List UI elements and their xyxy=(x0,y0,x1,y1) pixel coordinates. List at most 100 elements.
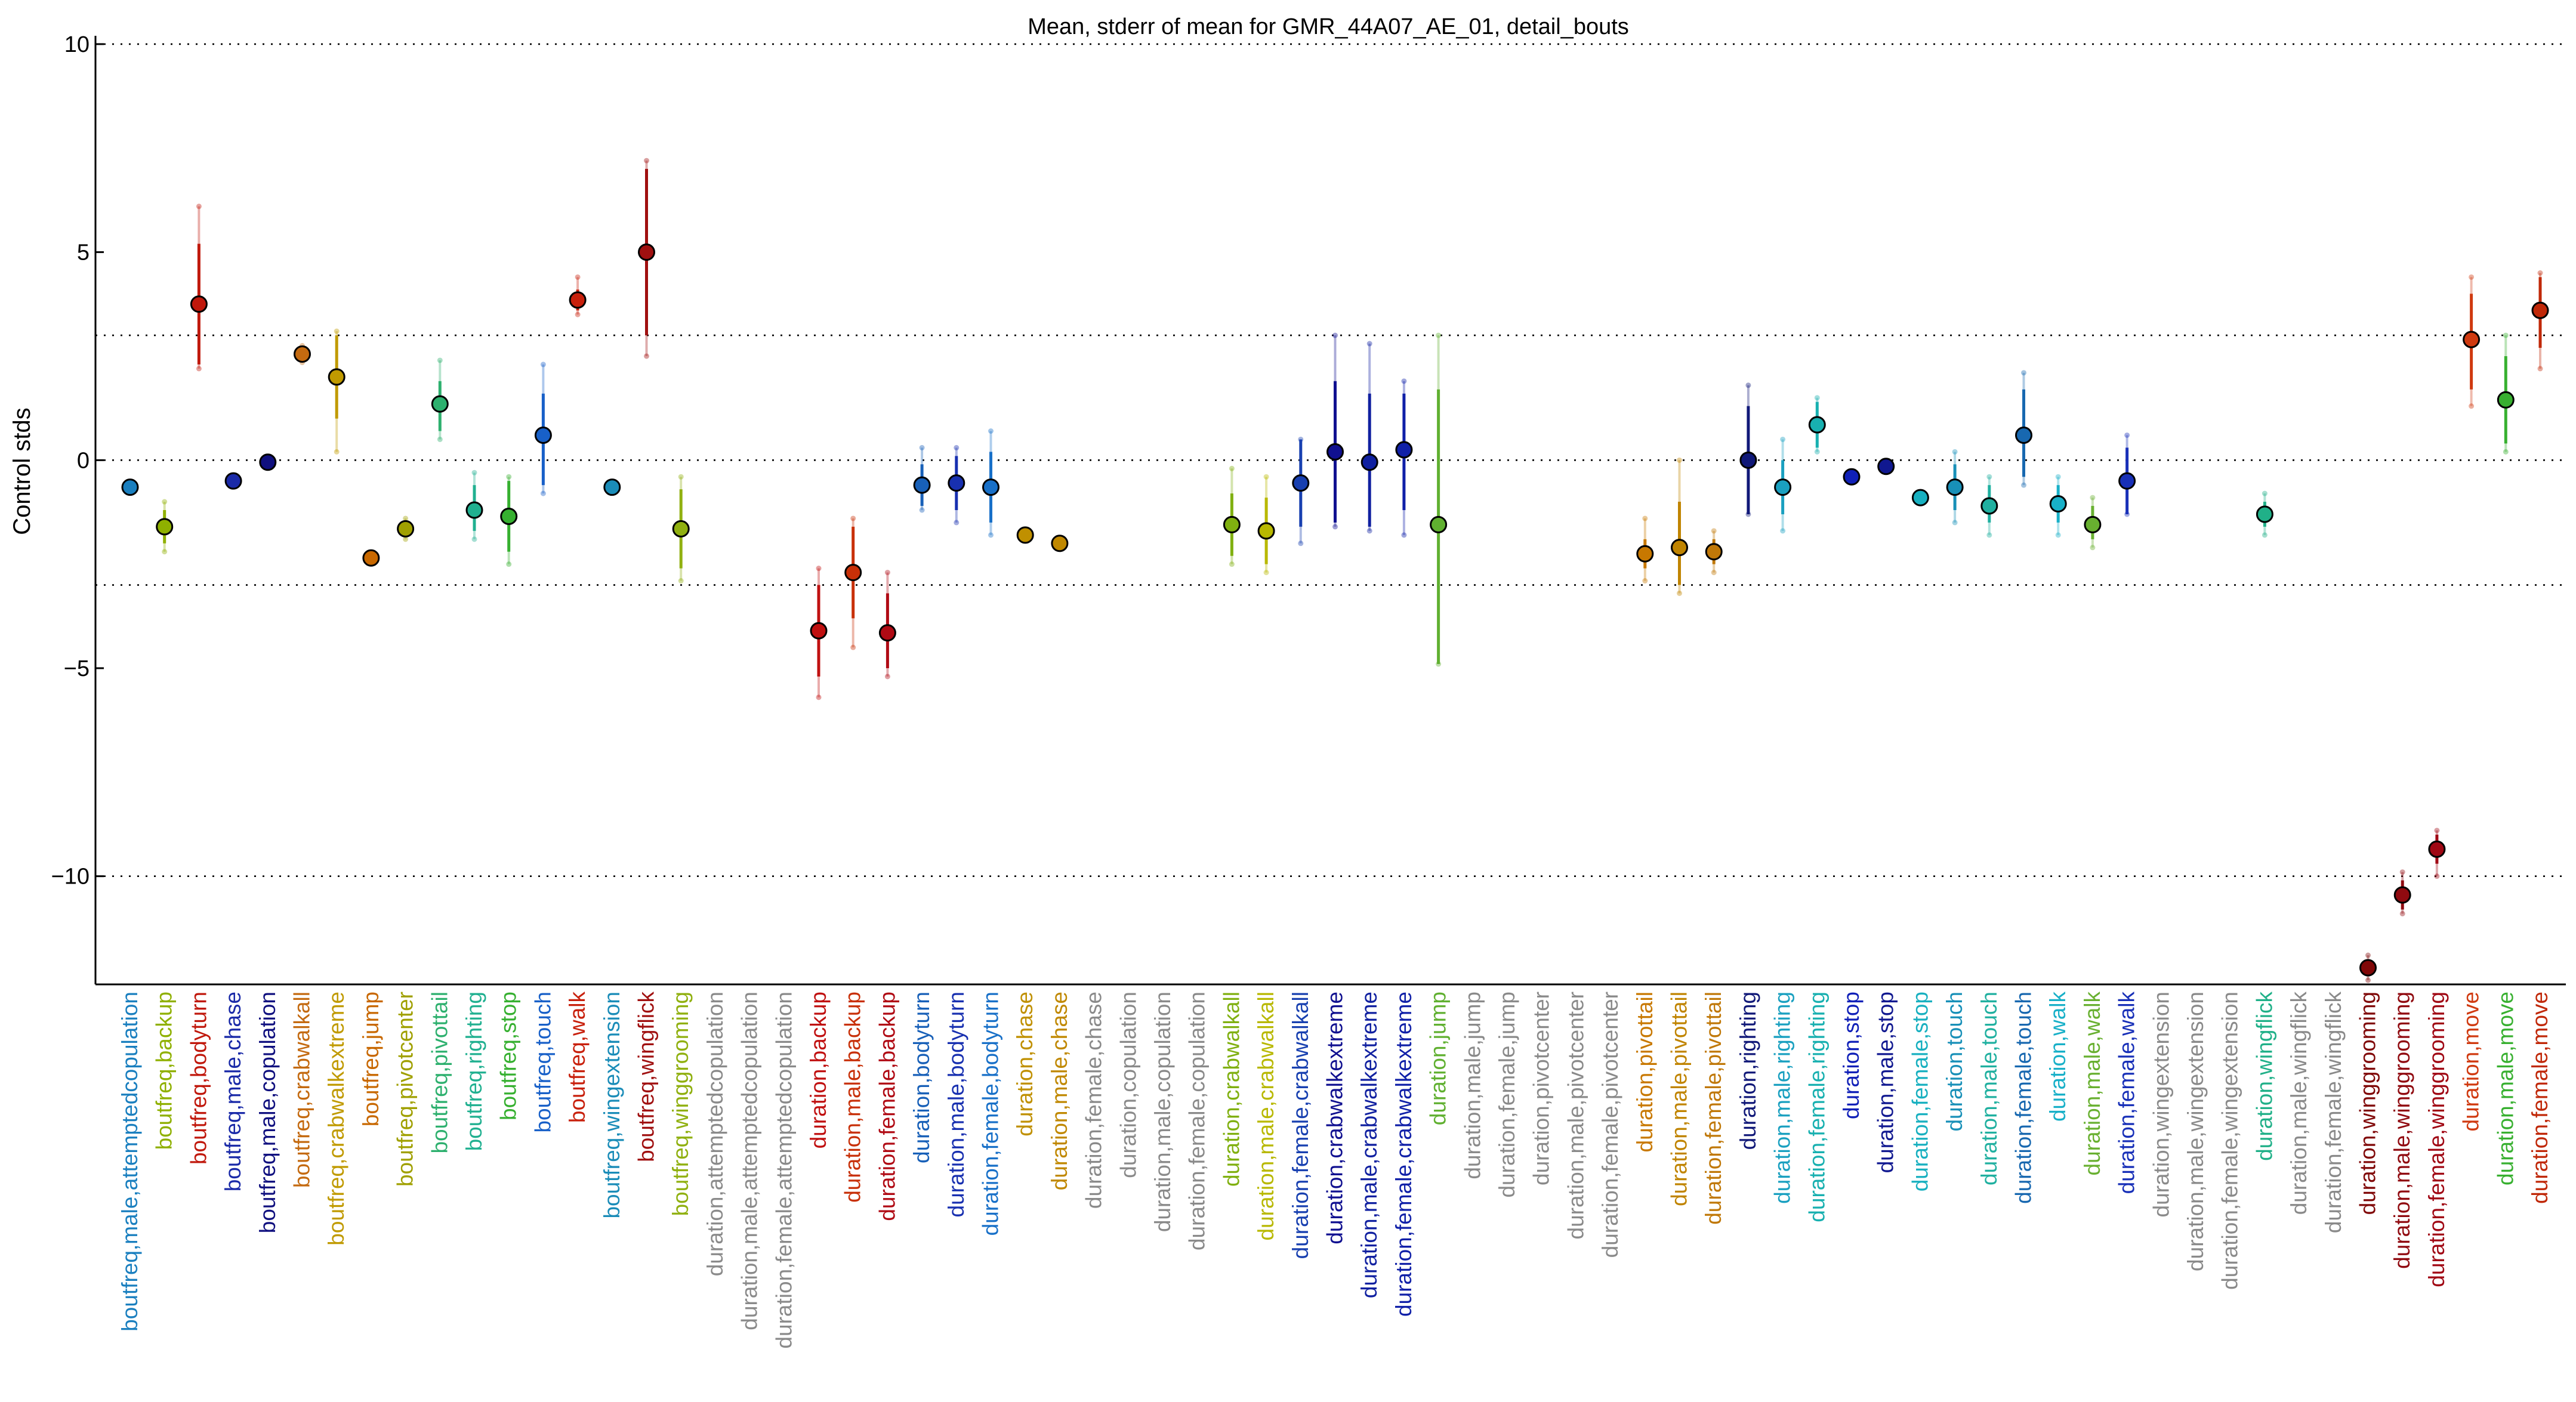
mean-point xyxy=(328,368,345,386)
x-tick-label: duration,male,crabwalkextreme xyxy=(1357,992,1381,1298)
x-tick-label: boutfreq,male,copulation xyxy=(255,992,280,1233)
std-end-marker xyxy=(2503,332,2509,338)
std-end-marker xyxy=(1263,570,1269,576)
mean-point xyxy=(913,476,931,494)
std-end-marker xyxy=(2055,474,2061,480)
x-tick-label: duration,male,chase xyxy=(1047,992,1072,1190)
mean-point xyxy=(1705,543,1723,561)
x-tick-label: duration,male,walk xyxy=(2080,992,2105,1176)
mean-point xyxy=(156,518,174,536)
mean-point xyxy=(1361,453,1378,471)
x-tick-label: duration,attemptedcopulation xyxy=(703,992,727,1276)
std-end-marker xyxy=(1401,532,1407,538)
mean-point xyxy=(1016,526,1034,544)
std-end-marker xyxy=(1298,541,1304,546)
x-tick-label: duration,male,stop xyxy=(1874,992,1898,1173)
mean-point xyxy=(1877,458,1895,475)
chart-title: Mean, stderr of mean for GMR_44A07_AE_01… xyxy=(1028,14,1629,39)
mean-point xyxy=(2118,472,2136,490)
std-end-marker xyxy=(1745,382,1751,388)
x-tick-label: duration,female,righting xyxy=(1804,992,1829,1222)
mean-point xyxy=(844,564,862,582)
x-tick-label: boutfreq,pivotcenter xyxy=(393,992,418,1187)
mean-point xyxy=(1051,535,1069,552)
std-end-marker xyxy=(2399,910,2405,916)
std-end-marker xyxy=(437,436,443,442)
x-tick-label: duration,righting xyxy=(1736,992,1760,1150)
x-tick-label: boutfreq,touch xyxy=(530,992,555,1133)
std-end-marker xyxy=(540,490,546,496)
std-end-marker xyxy=(1677,590,1682,596)
x-tick-label: duration,male,winggrooming xyxy=(2390,992,2414,1269)
std-end-marker xyxy=(1711,570,1717,576)
mean-point xyxy=(2497,391,2515,409)
x-tick-label: duration,female,winggrooming xyxy=(2424,992,2449,1287)
std-end-marker xyxy=(1366,341,1372,347)
x-tick-label: duration,male,wingextension xyxy=(2183,992,2208,1271)
x-tick-label: duration,jump xyxy=(1426,992,1451,1125)
x-tick-label: duration,male,jump xyxy=(1460,992,1485,1179)
data-marks xyxy=(121,158,2549,983)
x-tick-label: duration,pivottail xyxy=(1633,992,1657,1152)
std-end-marker xyxy=(1986,474,1992,480)
std-end-marker xyxy=(162,549,168,555)
std-end-marker xyxy=(1263,474,1269,480)
x-tick-label: duration,female,attemptedcopulation xyxy=(772,992,796,1349)
std-end-marker xyxy=(506,474,512,480)
x-tick-label: duration,female,crabwalkextreme xyxy=(1392,992,1416,1317)
y-tick-label: −5 xyxy=(64,656,90,681)
mean-point xyxy=(362,549,380,567)
x-tick-label: duration,male,crabwalkall xyxy=(1254,992,1278,1240)
std-end-marker xyxy=(437,357,443,363)
x-tick-label: duration,pivotcenter xyxy=(1529,992,1554,1185)
std-end-marker xyxy=(1332,332,1338,338)
y-tick-label: 10 xyxy=(64,32,90,57)
std-end-marker xyxy=(2124,432,2130,438)
std-end-marker xyxy=(919,444,925,450)
mean-point xyxy=(1430,515,1448,533)
x-tick-label: duration,male,attemptedcopulation xyxy=(738,992,762,1330)
std-end-marker xyxy=(816,566,822,572)
std-end-marker xyxy=(575,274,581,280)
std-end-marker xyxy=(2090,545,2096,551)
mean-point xyxy=(1257,522,1275,540)
std-end-marker xyxy=(334,328,340,334)
std-end-marker xyxy=(884,674,890,680)
x-tick-label: boutfreq,walk xyxy=(565,992,590,1123)
std-end-marker xyxy=(678,474,684,480)
std-end-marker xyxy=(644,158,649,163)
x-tick-label: duration,male,righting xyxy=(1770,992,1795,1204)
x-tick-label: duration,female,copulation xyxy=(1185,992,1210,1250)
x-tick-label: duration,female,chase xyxy=(1082,992,1106,1209)
mean-point xyxy=(810,622,828,640)
std-end-marker xyxy=(919,507,925,513)
mean-point xyxy=(1946,478,1964,496)
mean-point xyxy=(500,507,518,525)
std-end-marker xyxy=(2503,449,2509,455)
std-end-marker xyxy=(1642,515,1648,521)
y-axis-label: Control stds xyxy=(9,407,35,535)
x-tick-label: duration,female,crabwalkall xyxy=(1288,992,1313,1259)
mean-point xyxy=(224,472,242,490)
mean-point xyxy=(1911,489,1929,507)
std-end-marker xyxy=(2055,532,2061,538)
mean-point xyxy=(603,478,621,496)
std-end-marker xyxy=(644,353,649,359)
std-end-marker xyxy=(988,532,994,538)
std-end-marker xyxy=(2434,827,2440,833)
mean-point xyxy=(2084,515,2102,533)
std-end-marker xyxy=(471,470,477,475)
std-end-marker xyxy=(2434,873,2440,879)
x-tick-label: boutfreq,jump xyxy=(359,992,383,1126)
mean-point xyxy=(397,520,415,538)
mean-point xyxy=(2393,886,2411,904)
x-tick-label: duration,female,wingflick xyxy=(2321,992,2346,1234)
x-tick-label: boutfreq,winggrooming xyxy=(668,992,693,1216)
std-end-marker xyxy=(1401,378,1407,384)
x-tick-label: duration,crabwalkextreme xyxy=(1323,992,1347,1244)
y-tick-label: −10 xyxy=(51,864,90,890)
std-end-marker xyxy=(1229,465,1235,471)
mean-point xyxy=(569,291,587,309)
x-tick-label: duration,male,pivottail xyxy=(1667,992,1692,1206)
axes xyxy=(94,36,2566,986)
